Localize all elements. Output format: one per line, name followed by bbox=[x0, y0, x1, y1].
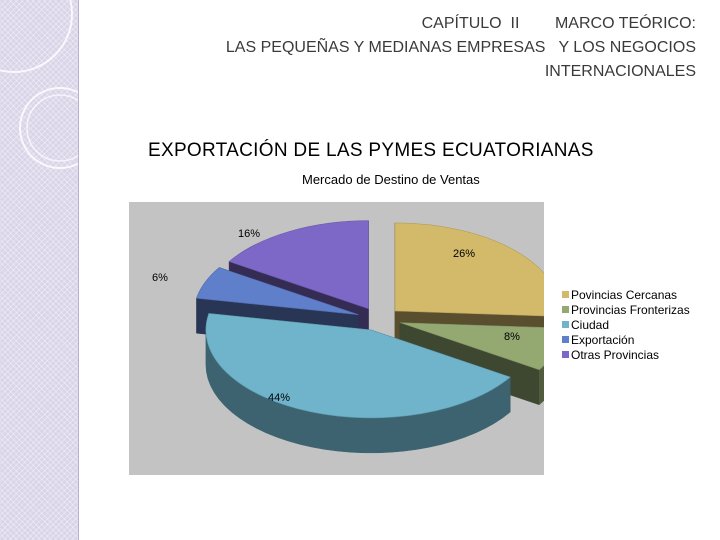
legend-label-otras-provincias: Otras Provincias bbox=[571, 347, 660, 362]
decorative-circles bbox=[0, 0, 78, 169]
legend-item-ciudad: Ciudad bbox=[562, 317, 690, 332]
data-label-ciudad: 44% bbox=[268, 392, 290, 404]
legend-swatch-exportacion bbox=[562, 336, 569, 343]
legend-swatch-provincias-fronterizas bbox=[562, 306, 569, 313]
legend-item-exportacion: Exportación bbox=[562, 332, 690, 347]
header-subtitle-cont: INTERNACIONALES bbox=[544, 63, 696, 80]
legend-item-otras-provincias: Otras Provincias bbox=[562, 347, 690, 362]
slide-title: EXPORTACIÓN DE LAS PYMES ECUATORIANAS bbox=[148, 140, 594, 161]
header-chapter: CAPÍTULO II MARCO TEÓRICO: bbox=[421, 15, 696, 32]
decorative-sidebar bbox=[0, 0, 79, 540]
data-label-provincias-fronterizas: 8% bbox=[504, 331, 520, 343]
chart-title: Mercado de Destino de Ventas bbox=[302, 172, 480, 187]
chart-legend: Povincias Cercanas Provincias Fronterizas… bbox=[562, 287, 690, 362]
legend-label-povincias-cercanas: Povincias Cercanas bbox=[571, 287, 678, 302]
pie-slice-otras-provincias bbox=[228, 220, 369, 310]
pie-edge-provincias-fronterizas bbox=[538, 365, 544, 406]
legend-label-exportacion: Exportación bbox=[571, 332, 635, 347]
pie-slice-povincias-cercanas bbox=[394, 222, 544, 317]
legend-label-ciudad: Ciudad bbox=[571, 317, 610, 332]
pie-slice-exportacion bbox=[196, 267, 359, 315]
pie-slice-provincias-fronterizas bbox=[399, 322, 544, 371]
legend-label-provincias-fronterizas: Provincias Fronterizas bbox=[571, 302, 690, 317]
data-label-exportacion: 6% bbox=[152, 272, 168, 284]
pie-chart: 26% 8% 44% 6% 16% bbox=[152, 220, 544, 454]
legend-swatch-ciudad bbox=[562, 321, 569, 328]
legend-swatch-otras-provincias bbox=[562, 351, 569, 358]
chart-plot-area: 26% 8% 44% 6% 16% bbox=[129, 202, 544, 475]
data-label-povincias-cercanas: 26% bbox=[453, 248, 475, 260]
legend-item-provincias-fronterizas: Provincias Fronterizas bbox=[562, 302, 690, 317]
header-subtitle: LAS PEQUEÑAS Y MEDIANAS EMPRESAS Y LOS N… bbox=[225, 39, 696, 56]
data-label-otras-provincias: 16% bbox=[238, 228, 260, 240]
pie-slice-ciudad bbox=[205, 313, 511, 419]
legend-swatch-povincias-cercanas bbox=[562, 291, 569, 298]
legend-item-povincias-cercanas: Povincias Cercanas bbox=[562, 287, 690, 302]
